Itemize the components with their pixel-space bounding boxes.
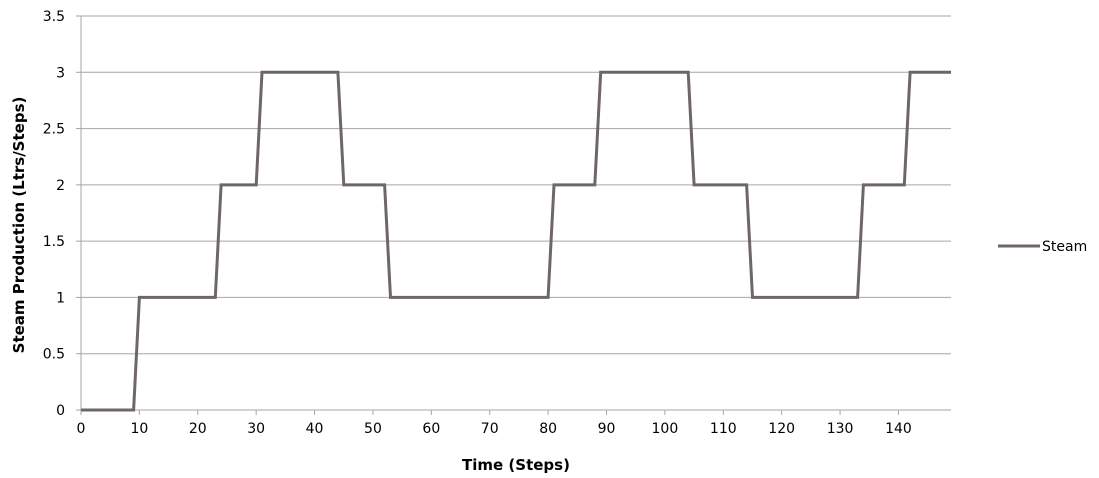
x-tick-label-11: 110 [710, 421, 737, 437]
x-tick-label-13: 130 [827, 421, 854, 437]
y-tick-label-4: 2 [56, 178, 65, 194]
x-tick-label-1: 10 [130, 421, 148, 437]
x-tick-label-5: 50 [364, 421, 382, 437]
x-tick-label-9: 90 [598, 421, 616, 437]
x-tick-label-0: 0 [77, 421, 86, 437]
y-axis-title: Steam Production (Ltrs/Steps) [10, 97, 28, 354]
grid-layer [81, 15, 951, 355]
y-tick-label-7: 3.5 [43, 9, 65, 25]
x-tick-label-12: 120 [768, 421, 795, 437]
y-tick-label-2: 1 [56, 290, 65, 306]
x-tick-label-14: 140 [885, 421, 912, 437]
y-tick-label-1: 0.5 [43, 347, 65, 363]
legend-label-steam: Steam [1042, 239, 1087, 255]
x-tick-label-6: 60 [422, 421, 440, 437]
x-tick-label-10: 100 [652, 421, 679, 437]
label-layer: 0 0.5 1 1.5 2 2.5 3 3.5 0 10 20 30 40 50 60 70 80 90 100 11… [43, 9, 912, 437]
y-tick-label-5: 2.5 [43, 122, 65, 138]
x-axis-title: Time (Steps) [462, 456, 570, 474]
legend: Steam [998, 239, 1087, 255]
y-tick-label-6: 3 [56, 65, 65, 81]
y-tick-label-0: 0 [56, 403, 65, 419]
series-line-steam [81, 70, 951, 412]
x-tick-label-2: 20 [189, 421, 207, 437]
x-tick-label-8: 80 [539, 421, 557, 437]
x-tick-label-7: 70 [481, 421, 499, 437]
x-tick-label-3: 30 [247, 421, 265, 437]
axis-layer [76, 15, 951, 415]
x-tick-label-4: 40 [306, 421, 324, 437]
y-tick-label-3: 1.5 [43, 234, 65, 250]
series-layer [81, 70, 951, 412]
